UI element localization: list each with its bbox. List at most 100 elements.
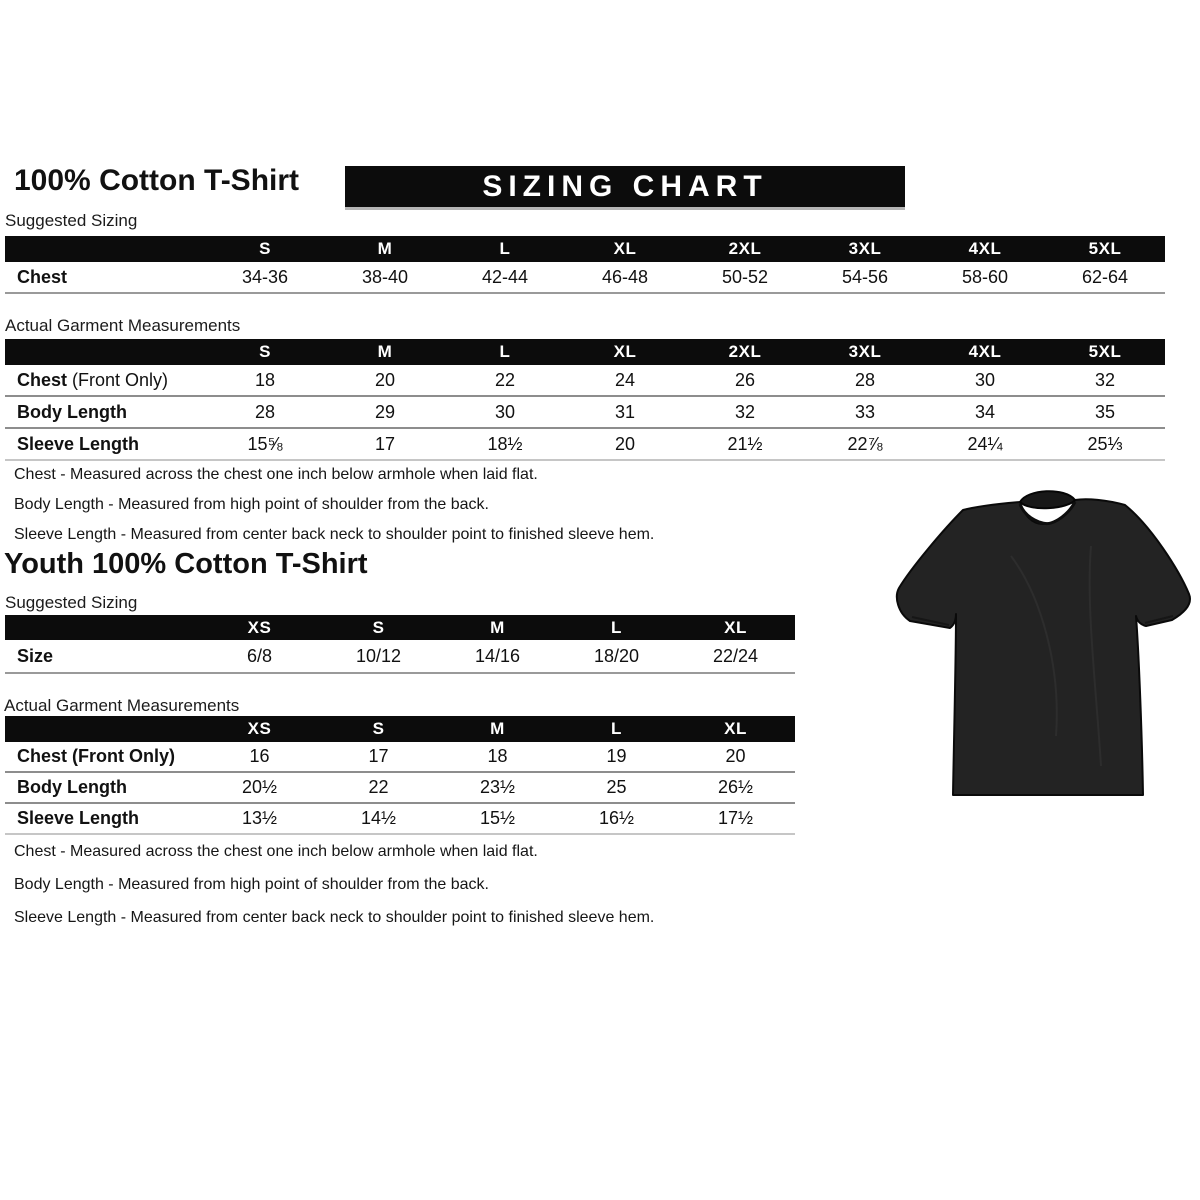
table-cell: 42-44: [481, 266, 529, 287]
header-cell: L: [611, 617, 622, 637]
table-cell: 13½: [241, 808, 278, 828]
table-cell: 20: [614, 433, 636, 454]
table-cell: 18: [487, 746, 508, 766]
sizing-chart-banner: SIZING CHART: [345, 166, 905, 207]
header-cell: 5XL: [1088, 239, 1122, 258]
header-cell: 4XL: [968, 239, 1002, 258]
adult-actual-header-row: S M L XL 2XL 3XL 4XL 5XL: [5, 339, 1165, 365]
table-cell: 15⅝: [247, 433, 283, 454]
header-cell: 4XL: [968, 342, 1002, 361]
header-cell: S: [372, 719, 385, 738]
table-cell: 54-56: [841, 266, 889, 287]
tshirt-fold: [1010, 555, 1058, 737]
header-cell: XL: [724, 719, 747, 738]
header-cell: S: [259, 342, 271, 361]
header-cell: M: [490, 617, 505, 637]
table-row-chest: Chest (Front Only) 18 20 22 24 26 28 30 3…: [5, 365, 1165, 395]
row-label: Chest: [17, 266, 68, 287]
table-cell: 29: [374, 401, 396, 422]
youth-actual-table: XS S M L XL Chest (Front Only) 16 17 18 1…: [5, 716, 795, 835]
tshirt-left-cuff-seam: [911, 616, 950, 626]
table-cell: 15½: [479, 808, 516, 828]
table-cell: 14/16: [474, 645, 521, 666]
table-cell: 19: [606, 746, 627, 766]
table-cell: 31: [614, 401, 636, 422]
table-row-body-length: Body Length 20½ 22 23½ 25 26½: [5, 771, 795, 802]
table-cell: 10/12: [355, 645, 402, 666]
header-cell-blank: [5, 716, 200, 742]
header-cell: M: [377, 342, 393, 361]
table-cell: 50-52: [721, 266, 769, 287]
adult-suggested-header-row: S M L XL 2XL 3XL 4XL 5XL: [5, 236, 1165, 262]
header-cell-blank: [5, 236, 205, 262]
header-cell: 3XL: [848, 342, 882, 361]
table-cell: 25⅓: [1087, 433, 1123, 454]
header-cell: XS: [247, 617, 272, 637]
adult-actual-measurements-label: Actual Garment Measurements: [5, 316, 241, 335]
tshirt-neck-seam: [1018, 501, 1077, 526]
header-cell: 2XL: [728, 239, 762, 258]
note-line: Sleeve Length - Measured from center bac…: [14, 526, 655, 543]
youth-actual-header-row: XS S M L XL: [5, 716, 795, 742]
table-cell: 23½: [479, 777, 516, 797]
header-cell: M: [490, 719, 505, 738]
header-cell: L: [611, 719, 622, 738]
table-row-chest: Chest (Front Only) 16 17 18 19 20: [5, 742, 795, 771]
tshirt-right-cuff-seam: [1144, 615, 1174, 624]
table-cell: 20½: [241, 777, 278, 797]
adult-actual-table: S M L XL 2XL 3XL 4XL 5XL Chest (Front Onl…: [5, 339, 1165, 461]
page-title: 100% Cotton T-Shirt: [14, 164, 300, 197]
youth-measurement-notes: Chest - Measured across the chest one in…: [14, 841, 654, 940]
header-cell: S: [259, 239, 271, 258]
table-cell: 17½: [717, 808, 754, 828]
header-cell: M: [377, 239, 393, 258]
table-cell: 14½: [360, 808, 397, 828]
table-row-chest-suggested: Chest 34-36 38-40 42-44 46-48 50-52 54-5…: [5, 262, 1165, 294]
table-cell: 22: [494, 369, 516, 390]
table-row-body-length: Body Length 28 29 30 31 32 33 34 35: [5, 395, 1165, 427]
header-cell: S: [372, 617, 385, 637]
note-line: Chest - Measured across the chest one in…: [14, 466, 538, 483]
table-cell: 24¼: [967, 433, 1003, 454]
table-cell: 24: [614, 369, 636, 390]
table-cell: 46-48: [601, 266, 649, 287]
table-row-sleeve-length: Sleeve Length 15⅝ 17 18½ 20 21½ 22⅞ 24¼ …: [5, 427, 1165, 461]
table-cell: 16½: [598, 808, 635, 828]
header-cell: XS: [247, 719, 272, 738]
note-line: Body Length - Measured from high point o…: [14, 876, 489, 893]
table-cell: 26½: [717, 777, 754, 797]
tshirt-fold: [1088, 545, 1102, 767]
youth-title: Youth 100% Cotton T-Shirt: [4, 548, 368, 580]
header-cell: L: [499, 342, 511, 361]
row-label: Chest (Front Only): [17, 746, 175, 766]
youth-suggested-table: XS S M L XL Size 6/8 10/12 14/16 18/20 2…: [5, 615, 795, 674]
table-row-size: Size 6/8 10/12 14/16 18/20 22/24: [5, 640, 795, 674]
note-line: Body Length - Measured from high point o…: [14, 496, 489, 513]
table-cell: 6/8: [246, 645, 273, 666]
table-cell: 26: [734, 369, 756, 390]
table-cell: 28: [254, 401, 276, 422]
table-cell: 30: [494, 401, 516, 422]
table-cell: 34: [974, 401, 996, 422]
table-cell: 22⅞: [847, 433, 883, 454]
tshirt-collar: [1018, 490, 1077, 510]
adult-suggested-sizing-label: Suggested Sizing: [5, 211, 138, 230]
header-cell: XL: [613, 342, 637, 361]
adult-suggested-table: S M L XL 2XL 3XL 4XL 5XL Chest 34-36 38-…: [5, 236, 1165, 294]
table-cell: 38-40: [361, 266, 409, 287]
table-cell: 20: [725, 746, 746, 766]
table-cell: 34-36: [241, 266, 289, 287]
table-cell: 35: [1094, 401, 1116, 422]
youth-actual-measurements-label: Actual Garment Measurements: [4, 696, 240, 715]
youth-suggested-header-row: XS S M L XL: [5, 615, 795, 640]
row-label: Chest (Front Only): [17, 369, 169, 390]
header-cell: 5XL: [1088, 342, 1122, 361]
table-cell: 22/24: [712, 645, 759, 666]
table-cell: 17: [374, 433, 396, 454]
table-cell: 62-64: [1081, 266, 1129, 287]
header-cell-blank: [5, 615, 200, 640]
header-cell: XL: [613, 239, 637, 258]
tshirt-body: [895, 498, 1191, 796]
header-cell-blank: [5, 339, 205, 365]
youth-suggested-sizing-label: Suggested Sizing: [5, 593, 138, 612]
